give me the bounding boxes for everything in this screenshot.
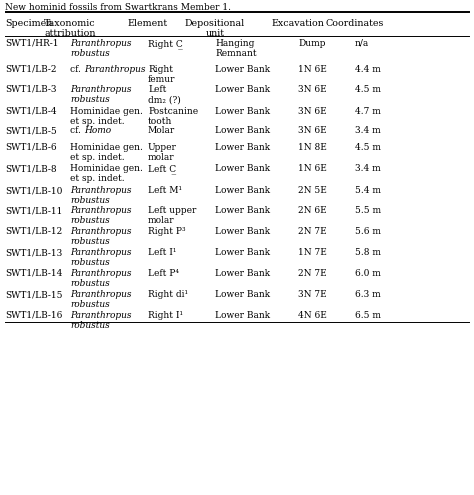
Text: Hominidae gen.
et sp. indet.: Hominidae gen. et sp. indet. <box>70 164 143 184</box>
Text: Lower Bank: Lower Bank <box>215 227 270 236</box>
Text: Paranthropus
robustus: Paranthropus robustus <box>70 290 131 309</box>
Text: 1N 7E: 1N 7E <box>298 248 327 257</box>
Text: Lower Bank: Lower Bank <box>215 164 270 173</box>
Text: 5.6 m: 5.6 m <box>355 227 381 236</box>
Text: 1N 6E: 1N 6E <box>298 65 327 74</box>
Text: SWT1/LB-16: SWT1/LB-16 <box>5 311 63 320</box>
Text: 5.5 m: 5.5 m <box>355 206 381 215</box>
Text: 5.4 m: 5.4 m <box>355 186 381 195</box>
Text: Paranthropus
robustus: Paranthropus robustus <box>70 39 131 58</box>
Text: 4.5 m: 4.5 m <box>355 143 381 152</box>
Text: 3N 6E: 3N 6E <box>298 85 327 94</box>
Text: Paranthropus
robustus: Paranthropus robustus <box>70 311 131 330</box>
Text: SWT1/LB-2: SWT1/LB-2 <box>5 65 56 74</box>
Text: 1N 6E: 1N 6E <box>298 164 327 173</box>
Text: Hominidae gen.
et sp. indet.: Hominidae gen. et sp. indet. <box>70 143 143 162</box>
Text: 6.0 m: 6.0 m <box>355 269 381 278</box>
Text: 2N 6E: 2N 6E <box>298 206 327 215</box>
Text: 1N 8E: 1N 8E <box>298 143 327 152</box>
Text: 3N 6E: 3N 6E <box>298 126 327 135</box>
Text: 2N 5E: 2N 5E <box>298 186 327 195</box>
Text: Paranthropus
robustus: Paranthropus robustus <box>70 269 131 289</box>
Text: 6.5 m: 6.5 m <box>355 311 381 320</box>
Text: Paranthropus
robustus: Paranthropus robustus <box>70 186 131 205</box>
Text: Paranthropus
robustus: Paranthropus robustus <box>70 206 131 225</box>
Text: Lower Bank: Lower Bank <box>215 65 270 74</box>
Text: Lower Bank: Lower Bank <box>215 206 270 215</box>
Text: SWT1/LB-10: SWT1/LB-10 <box>5 186 63 195</box>
Text: Lower Bank: Lower Bank <box>215 269 270 278</box>
Text: Molar: Molar <box>148 126 175 135</box>
Text: Left C̲: Left C̲ <box>148 164 176 174</box>
Text: Depositional
unit: Depositional unit <box>185 19 245 39</box>
Text: SWT1/LB-11: SWT1/LB-11 <box>5 206 63 215</box>
Text: 4.5 m: 4.5 m <box>355 85 381 94</box>
Text: 3N 7E: 3N 7E <box>298 290 327 299</box>
Text: Taxonomic
attribution: Taxonomic attribution <box>44 19 96 39</box>
Text: Right P³: Right P³ <box>148 227 186 236</box>
Text: Lower Bank: Lower Bank <box>215 126 270 135</box>
Text: SWT1/LB-4: SWT1/LB-4 <box>5 107 56 116</box>
Text: Lower Bank: Lower Bank <box>215 311 270 320</box>
Text: SWT1/LB-14: SWT1/LB-14 <box>5 269 63 278</box>
Text: Element: Element <box>128 19 168 28</box>
Text: SWT1/LB-8: SWT1/LB-8 <box>5 164 56 173</box>
Text: Paranthropus: Paranthropus <box>84 65 146 74</box>
Text: Left
dm₂ (?): Left dm₂ (?) <box>148 85 181 104</box>
Text: 3.4 m: 3.4 m <box>355 164 381 173</box>
Text: n/a: n/a <box>355 39 369 48</box>
Text: Lower Bank: Lower Bank <box>215 143 270 152</box>
Text: Left I¹: Left I¹ <box>148 248 176 257</box>
Text: Specimen: Specimen <box>5 19 52 28</box>
Text: Lower Bank: Lower Bank <box>215 186 270 195</box>
Text: Upper
molar: Upper molar <box>148 143 177 162</box>
Text: Excavation: Excavation <box>272 19 324 28</box>
Text: Homo: Homo <box>84 126 111 135</box>
Text: SWT1/LB-6: SWT1/LB-6 <box>5 143 56 152</box>
Text: SWT1/LB-3: SWT1/LB-3 <box>5 85 56 94</box>
Text: Lower Bank: Lower Bank <box>215 85 270 94</box>
Text: Left P⁴: Left P⁴ <box>148 269 179 278</box>
Text: Postcanine
tooth: Postcanine tooth <box>148 107 198 126</box>
Text: Dump: Dump <box>298 39 326 48</box>
Text: 3N 6E: 3N 6E <box>298 107 327 116</box>
Text: SWT1/LB-12: SWT1/LB-12 <box>5 227 62 236</box>
Text: 4.4 m: 4.4 m <box>355 65 381 74</box>
Text: Right I¹: Right I¹ <box>148 311 183 320</box>
Text: SWT1/HR-1: SWT1/HR-1 <box>5 39 58 48</box>
Text: Right
femur: Right femur <box>148 65 175 85</box>
Text: Lower Bank: Lower Bank <box>215 290 270 299</box>
Text: 2N 7E: 2N 7E <box>298 227 327 236</box>
Text: 5.8 m: 5.8 m <box>355 248 381 257</box>
Text: Hanging
Remnant: Hanging Remnant <box>215 39 256 58</box>
Text: 4.7 m: 4.7 m <box>355 107 381 116</box>
Text: Coordinates: Coordinates <box>326 19 384 28</box>
Text: 6.3 m: 6.3 m <box>355 290 381 299</box>
Text: New hominid fossils from Swartkrans Member 1.: New hominid fossils from Swartkrans Memb… <box>5 3 231 12</box>
Text: Paranthropus
robustus: Paranthropus robustus <box>70 227 131 247</box>
Text: Right C̲: Right C̲ <box>148 39 183 49</box>
Text: 3.4 m: 3.4 m <box>355 126 381 135</box>
Text: Lower Bank: Lower Bank <box>215 107 270 116</box>
Text: Left upper
molar: Left upper molar <box>148 206 196 225</box>
Text: SWT1/LB-5: SWT1/LB-5 <box>5 126 57 135</box>
Text: cf.: cf. <box>70 126 84 135</box>
Text: 4N 6E: 4N 6E <box>298 311 327 320</box>
Text: Left M¹: Left M¹ <box>148 186 182 195</box>
Text: SWT1/LB-15: SWT1/LB-15 <box>5 290 63 299</box>
Text: Paranthropus
robustus: Paranthropus robustus <box>70 248 131 267</box>
Text: 2N 7E: 2N 7E <box>298 269 327 278</box>
Text: Right di¹: Right di¹ <box>148 290 188 299</box>
Text: Lower Bank: Lower Bank <box>215 248 270 257</box>
Text: SWT1/LB-13: SWT1/LB-13 <box>5 248 62 257</box>
Text: cf.: cf. <box>70 65 84 74</box>
Text: Paranthropus
robustus: Paranthropus robustus <box>70 85 131 104</box>
Text: Hominidae gen.
et sp. indet.: Hominidae gen. et sp. indet. <box>70 107 143 126</box>
